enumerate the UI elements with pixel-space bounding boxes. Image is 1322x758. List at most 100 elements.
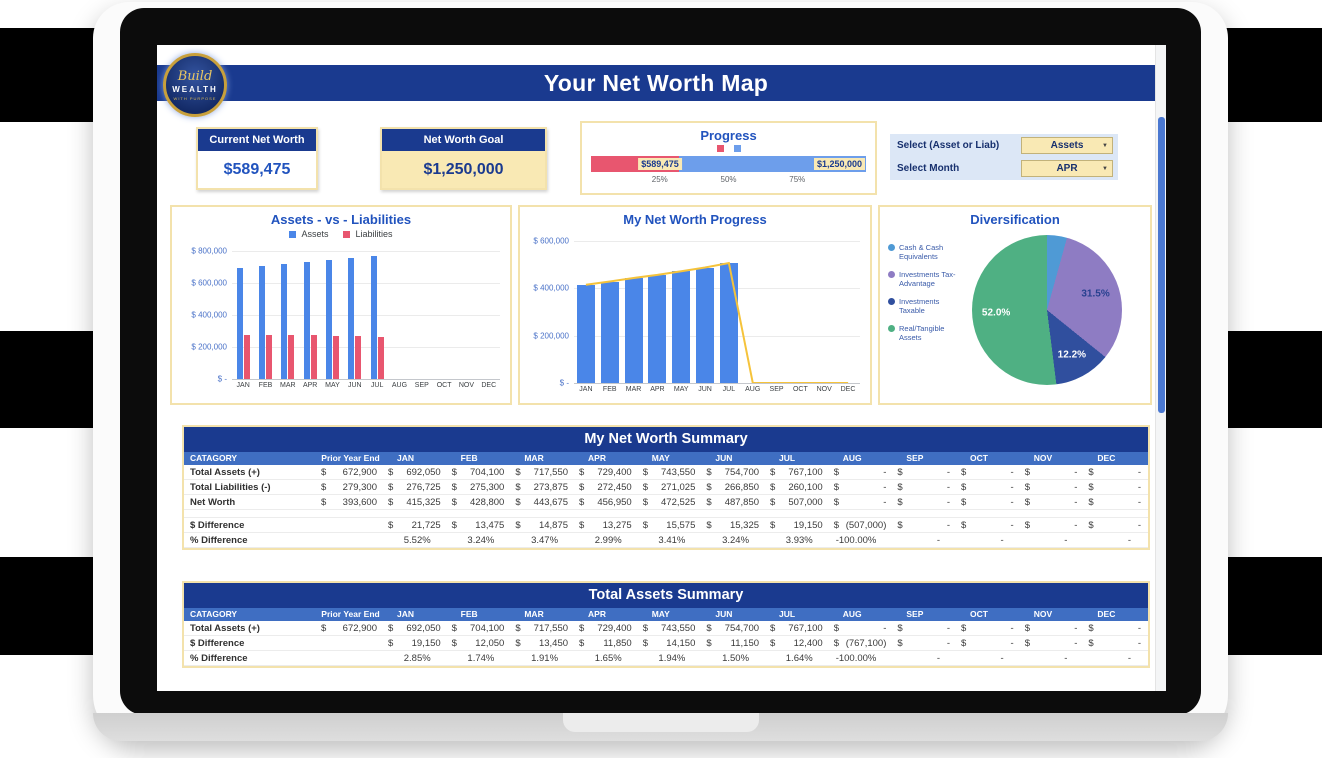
- cell-value: 13,275: [602, 519, 632, 531]
- cell-value: 1.94%: [658, 652, 686, 664]
- cell-value: 273,875: [533, 481, 569, 493]
- cell-value: -: [1010, 637, 1014, 649]
- table-cell: $266,850: [702, 482, 766, 493]
- table-row: $ Difference $19,150 $12,050 $13,450 $11,850…: [184, 636, 1148, 651]
- table-cell: $ -: [1021, 497, 1085, 508]
- currency-sign: $: [321, 622, 327, 634]
- y-axis-label: $ -: [559, 378, 569, 388]
- bar-series: [574, 241, 860, 383]
- cell-value: 729,400: [597, 622, 632, 634]
- currency-sign: $: [451, 496, 457, 508]
- currency-sign: $: [961, 622, 967, 634]
- column-header: SEP: [906, 609, 924, 619]
- net-worth-summary-header: CATAGORY Prior Year End JAN FEB MAR APR MAY JUN…: [184, 452, 1148, 465]
- cell-value: -: [883, 622, 887, 634]
- assets-summary-body: Total Assets (+) $672,900 $692,050 $704,100…: [184, 621, 1148, 666]
- scrollbar[interactable]: [1155, 45, 1166, 691]
- currency-sign: $: [1088, 466, 1094, 478]
- cell-value: 692,050: [406, 622, 441, 634]
- table-cell: $743,550: [639, 467, 703, 478]
- current-net-worth-label: Current Net Worth: [198, 129, 316, 151]
- table-cell: $ -: [1021, 482, 1085, 493]
- table-cell: -100.00%: [830, 653, 894, 664]
- table-cell: $ -: [1021, 467, 1085, 478]
- cell-value: -: [1137, 622, 1142, 634]
- cell-value: 3.41%: [658, 534, 686, 546]
- currency-sign: $: [579, 622, 585, 634]
- cell-value: 13,475: [475, 519, 505, 531]
- table-row: Total Assets (+) $672,900 $692,050 $704,100…: [184, 465, 1148, 480]
- cell-value: 1.74%: [467, 652, 495, 664]
- table-cell: $717,550: [511, 623, 575, 634]
- table-cell: $ -: [1084, 520, 1148, 531]
- row-label: Total Liabilities (-): [190, 481, 271, 493]
- table-cell: $754,700: [702, 623, 766, 634]
- table-cell: 2.99%: [575, 535, 639, 546]
- cell-value: -: [1127, 534, 1132, 546]
- net-worth-progress-panel: My Net Worth Progress $ 600,000 $ 400,000…: [518, 205, 872, 405]
- progress-legend-goal-swatch: [733, 145, 741, 152]
- currency-sign: $: [961, 466, 967, 478]
- table-cell: 1.74%: [448, 653, 512, 664]
- cell-value: 5.52%: [403, 534, 431, 546]
- currency-sign: $: [706, 519, 712, 531]
- gridline: [232, 315, 500, 316]
- diversification-pie: 31.5% 12.2% 52.0%: [972, 235, 1122, 385]
- cell-value: -100.00%: [835, 534, 877, 546]
- currency-sign: $: [897, 622, 903, 634]
- currency-sign: $: [515, 496, 521, 508]
- bar-group: [299, 251, 321, 379]
- x-axis-label: JUN: [698, 386, 712, 393]
- row-label: % Difference: [190, 652, 248, 664]
- bar-series: [232, 251, 500, 379]
- cell-value: -: [946, 481, 951, 493]
- cell-value: 754,700: [724, 466, 760, 478]
- bar: [243, 334, 250, 379]
- assets-legend-swatch: [289, 230, 297, 238]
- cell-value: -: [1000, 652, 1004, 664]
- cell-value: 692,050: [406, 466, 441, 478]
- table-cell: $14,875: [511, 520, 575, 531]
- cell-value: -: [1074, 519, 1078, 531]
- currency-sign: $: [706, 466, 712, 478]
- current-net-worth-value: $589,475: [223, 161, 291, 178]
- net-worth-goal-label: Net Worth Goal: [382, 129, 545, 151]
- x-axis-label: APR: [650, 386, 665, 393]
- cell-value: -: [883, 496, 887, 508]
- pie-slice-label: 12.2%: [1057, 349, 1087, 361]
- table-cell: $428,800: [448, 497, 512, 508]
- currency-sign: $: [642, 519, 648, 531]
- table-cell: $11,850: [575, 638, 639, 649]
- cell-value: 3.24%: [467, 534, 495, 546]
- table-cell: $ -: [1084, 467, 1148, 478]
- column-header: FEB: [460, 609, 478, 619]
- currency-sign: $: [388, 622, 394, 634]
- scrollbar-thumb[interactable]: [1158, 117, 1165, 413]
- cell-value: 11,150: [730, 637, 760, 649]
- cell-value: 2.85%: [403, 652, 431, 664]
- currency-sign: $: [706, 637, 712, 649]
- cell-value: 415,325: [406, 496, 441, 508]
- currency-sign: $: [706, 622, 712, 634]
- legend-label: Real/Tangible Assets: [899, 324, 945, 342]
- x-axis-label: AUG: [745, 386, 761, 393]
- bar-group: [788, 241, 812, 383]
- table-cell: $ -: [1021, 638, 1085, 649]
- select-month-dropdown[interactable]: APR ▼: [1021, 160, 1113, 177]
- gridline: [574, 383, 860, 384]
- currency-sign: $: [770, 519, 776, 531]
- column-header: DEC: [1097, 609, 1116, 619]
- liabilities-legend-swatch: [343, 230, 351, 238]
- progress-panel: Progress $589,475 $1,250,000 25% 50% 75%: [580, 121, 877, 195]
- currency-sign: $: [961, 496, 967, 508]
- bar-group: [433, 251, 455, 379]
- cell-value: -: [936, 534, 941, 546]
- select-asset-liab-dropdown[interactable]: Assets ▼: [1021, 137, 1113, 154]
- y-axis-label: $ 200,000: [533, 331, 569, 341]
- currency-sign: $: [579, 496, 585, 508]
- table-cell: 1.91%: [511, 653, 575, 664]
- currency-sign: $: [961, 481, 967, 493]
- currency-sign: $: [770, 622, 776, 634]
- currency-sign: $: [579, 481, 585, 493]
- cell-value: 393,600: [342, 496, 377, 508]
